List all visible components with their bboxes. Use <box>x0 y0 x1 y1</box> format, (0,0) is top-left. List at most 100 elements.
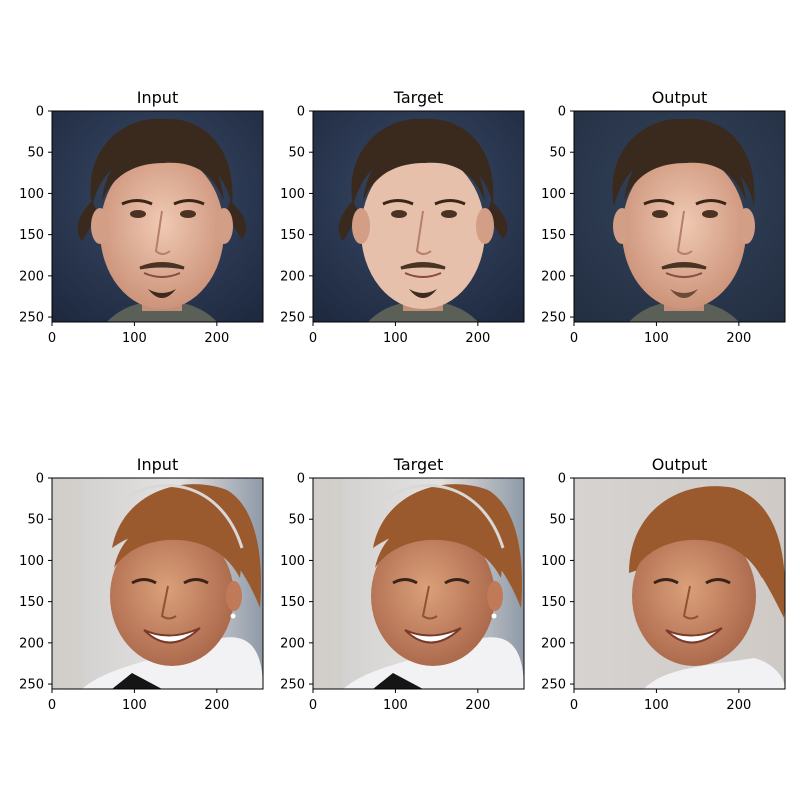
x-tick-label: 0 <box>48 698 56 713</box>
y-tick-label: 100 <box>19 187 44 202</box>
eyebrow-left <box>382 199 414 206</box>
x-tick-label: 100 <box>383 698 408 713</box>
y-tick-label: 200 <box>280 636 305 651</box>
y-tick-label: 250 <box>19 311 44 326</box>
nose <box>160 585 177 620</box>
y-tick-label: 0 <box>297 105 305 120</box>
axes-frame <box>312 477 525 690</box>
face-image <box>574 478 785 689</box>
eye-right <box>444 578 470 585</box>
hair-flick-right <box>227 201 247 239</box>
y-tick-label: 150 <box>19 595 44 610</box>
y-tick-label: 150 <box>19 228 44 243</box>
shirt <box>644 658 785 689</box>
face <box>632 526 756 666</box>
y-tick-label: 150 <box>280 228 305 243</box>
axes-frame <box>573 477 786 690</box>
eyebrow-left <box>121 199 153 206</box>
y-tick-label: 200 <box>541 269 566 284</box>
hair <box>629 486 785 618</box>
eye-left <box>130 210 146 218</box>
eye-left <box>652 210 668 218</box>
earring <box>491 613 497 619</box>
y-tick-label: 200 <box>19 636 44 651</box>
y-tick-label: 50 <box>27 146 44 161</box>
x-tick-label: 100 <box>122 698 147 713</box>
panel-title: Target <box>393 455 444 474</box>
y-tick-label: 250 <box>541 678 566 693</box>
nose <box>421 585 438 620</box>
x-tick-label: 0 <box>309 331 317 346</box>
x-tick-label: 100 <box>383 331 408 346</box>
headband <box>126 484 244 549</box>
hair-fringe <box>375 512 502 578</box>
shirt <box>368 301 478 322</box>
hair-fringe <box>624 140 746 201</box>
smile <box>404 627 462 644</box>
y-tick-label: 200 <box>19 269 44 284</box>
x-tick-label: 0 <box>570 331 578 346</box>
y-tick-label: 100 <box>19 554 44 569</box>
eyebrow-left <box>643 199 675 206</box>
mouth <box>665 272 703 278</box>
x-tick-label: 0 <box>570 698 578 713</box>
smile <box>143 627 201 644</box>
ear-left <box>91 208 109 244</box>
hair-fringe <box>102 140 224 201</box>
panel-title: Input <box>137 455 178 474</box>
y-tick-label: 150 <box>280 595 305 610</box>
background-sail <box>52 478 82 689</box>
y-tick-label: 200 <box>280 269 305 284</box>
y-tick-label: 250 <box>280 678 305 693</box>
mustache <box>661 262 707 270</box>
x-tick-label: 200 <box>465 331 490 346</box>
x-tick-label: 200 <box>204 331 229 346</box>
ear-left <box>352 208 370 244</box>
mouth <box>404 272 442 278</box>
ear-left <box>613 208 631 244</box>
background-sail <box>313 478 343 689</box>
hair <box>90 118 233 206</box>
panel-title: Output <box>652 455 708 474</box>
panel-title: Input <box>137 88 178 107</box>
face <box>110 526 234 666</box>
y-tick-label: 250 <box>541 311 566 326</box>
face <box>361 153 485 309</box>
hair-flick-left <box>77 201 97 241</box>
hair-flick-left <box>338 201 358 241</box>
eye-right <box>702 210 718 218</box>
y-tick-label: 150 <box>541 228 566 243</box>
panel-output-man-face: Output 0 50 100 150 200 250 0 100 200 <box>541 88 786 346</box>
eyebrow-right <box>173 199 205 206</box>
y-tick-label: 250 <box>19 678 44 693</box>
axes-frame <box>51 477 264 690</box>
goatee <box>148 289 176 298</box>
face <box>622 153 746 309</box>
hair-fringe <box>636 512 763 578</box>
headband <box>387 484 505 549</box>
y-tick-label: 50 <box>549 146 566 161</box>
eye-right <box>183 578 209 585</box>
axes-frame <box>312 110 525 323</box>
panel-target-man-face: Target 0 50 100 150 200 250 0 100 200 <box>280 88 525 346</box>
ear-right <box>215 208 233 244</box>
y-tick-label: 50 <box>27 513 44 528</box>
hair-fringe <box>114 512 241 578</box>
x-tick-label: 0 <box>309 698 317 713</box>
face-image <box>313 111 524 322</box>
face-image <box>313 478 524 689</box>
y-tick-label: 0 <box>36 105 44 120</box>
goatee <box>409 289 437 298</box>
y-tick-label: 50 <box>288 146 305 161</box>
eyebrow-right <box>695 199 727 206</box>
y-tick-label: 100 <box>541 554 566 569</box>
eye-right <box>705 578 731 585</box>
y-tick-label: 0 <box>297 472 305 487</box>
y-tick-label: 0 <box>36 472 44 487</box>
y-tick-label: 50 <box>288 513 305 528</box>
y-tick-label: 100 <box>280 554 305 569</box>
y-tick-label: 100 <box>280 187 305 202</box>
hair <box>612 118 755 206</box>
panel-title: Output <box>652 88 708 107</box>
